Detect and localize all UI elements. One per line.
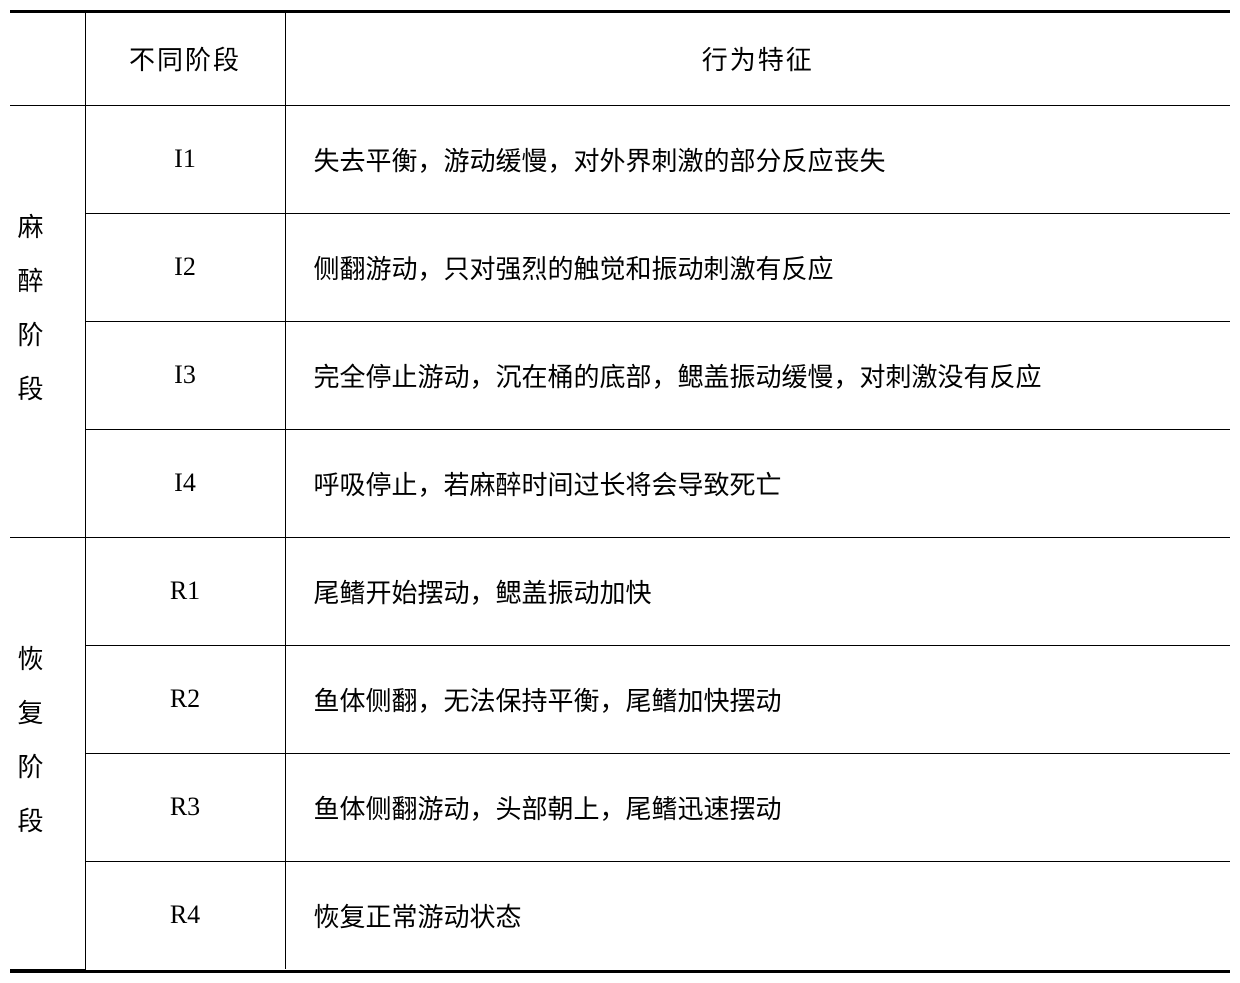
stage-cell: R2 — [85, 645, 285, 753]
stage-cell: I1 — [85, 105, 285, 213]
table-row: R2 鱼体侧翻，无法保持平衡，尾鳍加快摆动 — [10, 645, 1230, 753]
stage-cell: R4 — [85, 861, 285, 969]
group-label-recovery: 恢复阶段 — [10, 537, 85, 969]
desc-cell: 呼吸停止，若麻醉时间过长将会导致死亡 — [285, 429, 1230, 537]
table-header-row: 不同阶段 行为特征 — [10, 13, 1230, 105]
group-label-anesthesia: 麻醉阶段 — [10, 105, 85, 537]
table-row: R3 鱼体侧翻游动，头部朝上，尾鳍迅速摆动 — [10, 753, 1230, 861]
table-row: R4 恢复正常游动状态 — [10, 861, 1230, 969]
table-row: I2 侧翻游动，只对强烈的触觉和振动刺激有反应 — [10, 213, 1230, 321]
table-row: 麻醉阶段 I1 失去平衡，游动缓慢，对外界刺激的部分反应丧失 — [10, 105, 1230, 213]
desc-cell: 完全停止游动，沉在桶的底部，鳃盖振动缓慢，对刺激没有反应 — [285, 321, 1230, 429]
header-desc: 行为特征 — [285, 13, 1230, 105]
header-empty — [10, 13, 85, 105]
table-row: I4 呼吸停止，若麻醉时间过长将会导致死亡 — [10, 429, 1230, 537]
stage-cell: I2 — [85, 213, 285, 321]
stage-cell: R3 — [85, 753, 285, 861]
data-table: 不同阶段 行为特征 麻醉阶段 I1 失去平衡，游动缓慢，对外界刺激的部分反应丧失… — [10, 13, 1230, 970]
table-row: I3 完全停止游动，沉在桶的底部，鳃盖振动缓慢，对刺激没有反应 — [10, 321, 1230, 429]
stage-cell: I4 — [85, 429, 285, 537]
desc-cell: 失去平衡，游动缓慢，对外界刺激的部分反应丧失 — [285, 105, 1230, 213]
desc-cell: 侧翻游动，只对强烈的触觉和振动刺激有反应 — [285, 213, 1230, 321]
anesthesia-table: 不同阶段 行为特征 麻醉阶段 I1 失去平衡，游动缓慢，对外界刺激的部分反应丧失… — [10, 10, 1230, 973]
desc-cell: 尾鳍开始摆动，鳃盖振动加快 — [285, 537, 1230, 645]
stage-cell: I3 — [85, 321, 285, 429]
header-stage: 不同阶段 — [85, 13, 285, 105]
desc-cell: 鱼体侧翻，无法保持平衡，尾鳍加快摆动 — [285, 645, 1230, 753]
desc-cell: 鱼体侧翻游动，头部朝上，尾鳍迅速摆动 — [285, 753, 1230, 861]
stage-cell: R1 — [85, 537, 285, 645]
desc-cell: 恢复正常游动状态 — [285, 861, 1230, 969]
table-row: 恢复阶段 R1 尾鳍开始摆动，鳃盖振动加快 — [10, 537, 1230, 645]
